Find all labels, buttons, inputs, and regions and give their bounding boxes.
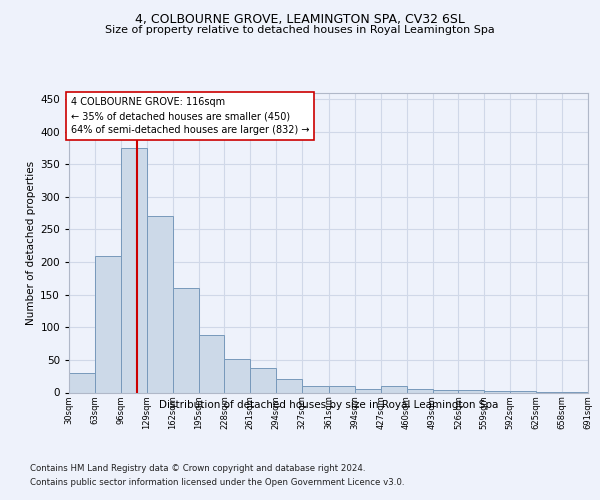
Bar xyxy=(250,368,276,392)
Bar xyxy=(69,373,95,392)
Bar xyxy=(458,390,484,392)
Text: Size of property relative to detached houses in Royal Leamington Spa: Size of property relative to detached ho… xyxy=(105,25,495,35)
Bar xyxy=(302,386,329,392)
Bar xyxy=(95,256,121,392)
Text: Contains public sector information licensed under the Open Government Licence v3: Contains public sector information licen… xyxy=(30,478,404,487)
Bar xyxy=(407,389,433,392)
Bar xyxy=(224,358,250,392)
Text: Contains HM Land Registry data © Crown copyright and database right 2024.: Contains HM Land Registry data © Crown c… xyxy=(30,464,365,473)
Bar xyxy=(510,391,536,392)
Bar xyxy=(276,380,302,392)
Bar xyxy=(173,288,199,393)
Bar xyxy=(199,335,224,392)
Bar xyxy=(381,386,407,392)
Text: 4 COLBOURNE GROVE: 116sqm
← 35% of detached houses are smaller (450)
64% of semi: 4 COLBOURNE GROVE: 116sqm ← 35% of detac… xyxy=(71,97,309,135)
Y-axis label: Number of detached properties: Number of detached properties xyxy=(26,160,36,324)
Bar xyxy=(329,386,355,392)
Bar xyxy=(433,390,458,392)
Bar xyxy=(121,148,147,392)
Bar xyxy=(147,216,173,392)
Text: 4, COLBOURNE GROVE, LEAMINGTON SPA, CV32 6SL: 4, COLBOURNE GROVE, LEAMINGTON SPA, CV32… xyxy=(135,12,465,26)
Text: Distribution of detached houses by size in Royal Leamington Spa: Distribution of detached houses by size … xyxy=(159,400,499,410)
Bar xyxy=(355,389,381,392)
Bar xyxy=(484,391,510,392)
